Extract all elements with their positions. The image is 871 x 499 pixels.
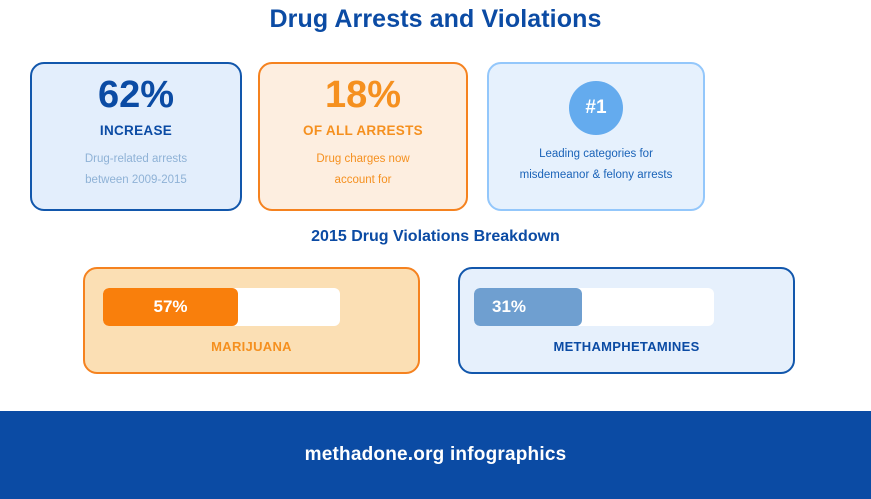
page-title: Drug Arrests and Violations <box>269 5 602 33</box>
stat-desc-increase-line1: Drug-related arrests <box>84 153 188 165</box>
stat-label-increase: INCREASE <box>99 123 173 138</box>
stat-card-all-arrests: 18% OF ALL ARRESTS Drug charges now acco… <box>258 62 468 211</box>
progress-track-marijuana: 57% <box>103 288 340 326</box>
breakdown-caption-marijuana: MARIJUANA <box>211 339 292 354</box>
stat-desc-leading-line2: misdemeanor & felony arrests <box>519 168 673 181</box>
stat-label-all-arrests: OF ALL ARRESTS <box>303 123 423 138</box>
stat-desc-increase-line2: between 2009-2015 <box>85 173 187 186</box>
stat-desc-all-arrests-line1: Drug charges now <box>316 153 410 165</box>
stat-card-increase: 62% INCREASE Drug-related arrests betwee… <box>30 62 242 211</box>
progress-fill-marijuana: 57% <box>103 288 239 326</box>
stat-card-leading-categories: #1 Leading categories for misdemeanor & … <box>487 62 705 211</box>
progress-value-marijuana: 57% <box>153 297 188 316</box>
stat-value-all-arrests: 18% <box>324 74 402 116</box>
section-title: 2015 Drug Violations Breakdown <box>311 228 560 245</box>
breakdown-card-methamphetamines: 31% METHAMPHETAMINES <box>458 267 795 374</box>
rank-badge-label: #1 <box>585 97 607 118</box>
progress-track-methamphetamines: 31% <box>474 288 714 326</box>
stat-value-increase: 62% <box>97 74 175 116</box>
progress-fill-methamphetamines: 31% <box>474 288 582 326</box>
stat-desc-all-arrests-line2: account for <box>334 173 392 186</box>
stat-desc-leading-line1: Leading categories for <box>539 148 653 160</box>
footer-text: methadone.org infographics <box>304 444 567 465</box>
breakdown-card-marijuana: 57% MARIJUANA <box>83 267 420 374</box>
progress-value-methamphetamines: 31% <box>492 297 527 316</box>
breakdown-caption-methamphetamines: METHAMPHETAMINES <box>553 339 700 354</box>
footer-bar: methadone.org infographics <box>0 411 871 499</box>
rank-badge-icon: #1 <box>569 81 623 135</box>
